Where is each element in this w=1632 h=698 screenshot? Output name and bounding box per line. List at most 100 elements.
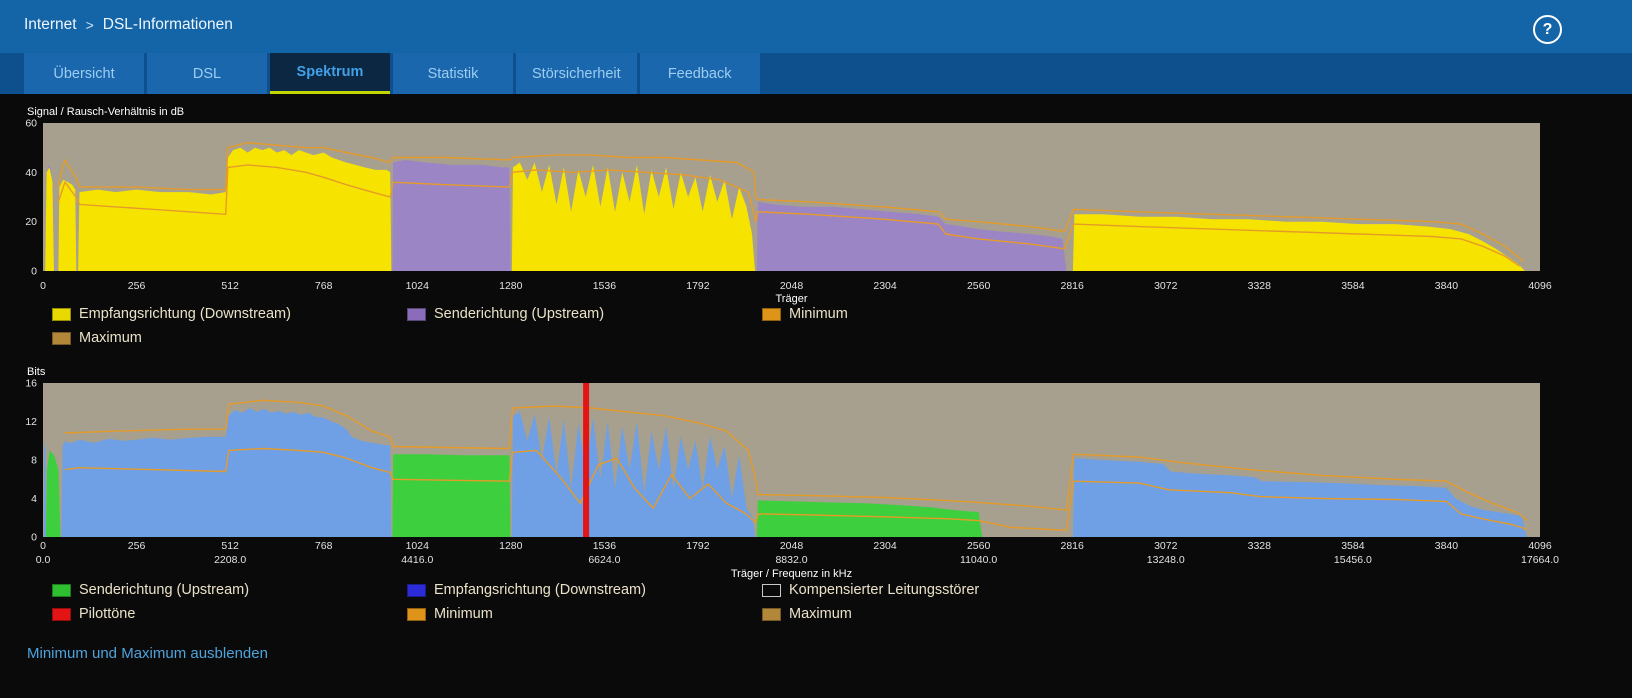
y-axis-tick-label: 12 [25,416,37,428]
x-axis-tick-label: 1536 [593,540,617,552]
y-axis-tick-label: 40 [25,167,37,179]
legend-swatch [407,607,426,621]
help-button[interactable]: ? [1533,15,1562,44]
legend-swatch [407,583,426,597]
y-axis-tick-label: 4 [31,493,37,505]
legend-item-minimum: Minimum [762,306,1192,322]
x-axis-tick-label: 3840 [1435,280,1459,292]
legend-swatch [52,307,71,321]
legend-swatch [52,583,71,597]
snr-chart: 0 20 40 60 0 256 512 768 1024 1280 1536 1792 2048 230… [25,118,1552,305]
x-axis-tick-label: 3840 [1435,540,1459,552]
x-axis-tick-label: 1280 [499,540,523,552]
breadcrumb-item-internet[interactable]: Internet [24,16,77,33]
breadcrumb-current-page: DSL-Informationen [102,16,233,33]
legend-item-empfangsrichtung-downstream-: Empfangsrichtung (Downstream) [52,306,407,322]
y-axis-tick-label: 0 [31,266,37,278]
x-axis-frequency-label: 17664.0 [1521,554,1559,566]
y-axis-tick-label: 8 [31,455,37,467]
x-axis-tick-label: 1024 [406,280,430,292]
x-axis-tick-label: 768 [315,280,333,292]
tab-spektrum[interactable]: Spektrum [270,53,390,94]
legend-item-pilottone: Pilottöne [52,606,407,622]
x-axis-tick-label: 1536 [593,280,617,292]
tab-statistik[interactable]: Statistik [393,53,513,94]
x-axis-tick-label: 3328 [1248,540,1272,552]
tab-ubersicht[interactable]: Übersicht [24,53,144,94]
x-axis-tick-label: 2048 [780,540,804,552]
tab-feedback[interactable]: Feedback [639,53,760,94]
chevron-right-icon: > [85,17,94,33]
legend-label: Empfangsrichtung (Downstream) [79,306,291,322]
x-axis-tick-label: 512 [221,540,239,552]
area-series-senderichtung-upstream- [756,201,1067,271]
x-axis-tick-label: 3072 [1154,540,1178,552]
x-axis-tick-label: 2816 [1061,280,1085,292]
legend-item-senderichtung-upstream-: Senderichtung (Upstream) [407,306,762,322]
x-axis-tick-label: 4096 [1528,540,1552,552]
bits-chart-title: Bits [27,366,46,378]
y-axis-tick-label: 60 [25,118,37,130]
x-axis-title: Träger / Frequenz in kHz [731,568,852,580]
y-axis-tick-label: 20 [25,216,37,228]
legend-swatch [762,583,781,597]
x-axis-tick-label: 1792 [686,280,710,292]
area-series-senderichtung-upstream- [45,450,61,537]
x-axis-tick-label: 768 [315,540,333,552]
legend-item-maximum: Maximum [762,606,1192,622]
x-axis-frequency-label: 6624.0 [588,554,620,566]
tab-storsicherheit[interactable]: Störsicherheit [516,53,637,94]
x-axis-tick-label: 2560 [967,540,991,552]
x-axis-frequency-label: 11040.0 [960,554,997,566]
x-axis-tick-label: 2816 [1061,540,1085,552]
legend-label: Maximum [79,330,142,346]
area-series-empfangsrichtung-downstream- [511,411,755,537]
x-axis-tick-label: 256 [128,280,146,292]
x-axis-tick-label: 3328 [1248,280,1272,292]
header-bar: Internet > DSL-Informationen ? [0,0,1632,53]
x-axis-tick-label: 1024 [406,540,430,552]
hide-minmax-link[interactable]: Minimum und Maximum ausblenden [27,645,268,662]
x-axis-tick-label: 2304 [873,280,897,292]
x-axis-tick-label: 2048 [780,280,804,292]
legend-label: Empfangsrichtung (Downstream) [434,582,646,598]
x-axis-frequency-label: 0.0 [36,554,51,566]
area-series-empfangsrichtung-downstream- [64,408,392,537]
tab-bar: Übersicht DSL Spektrum Statistik Störsicherh… [0,53,1632,94]
x-axis-tick-label: 2304 [873,540,897,552]
area-series-senderichtung-upstream- [392,160,511,271]
line-series-minimum [64,447,1528,532]
area-series-empfangsrichtung-downstream- [45,167,54,271]
area-series-senderichtung-upstream- [756,500,983,537]
legend-item-empfangsrichtung-downstream-: Empfangsrichtung (Downstream) [407,582,762,598]
legend-swatch [52,331,71,345]
x-axis-tick-label: 3072 [1154,280,1178,292]
tab-dsl[interactable]: DSL [147,53,267,94]
area-series-empfangsrichtung-downstream- [43,440,46,537]
breadcrumb: Internet > DSL-Informationen [24,16,233,34]
legend-item-maximum: Maximum [52,330,407,346]
legend-item-kompensierter-leitungsstorer: Kompensierter Leitungsstörer [762,582,1192,598]
x-axis-tick-label: 0 [40,540,46,552]
x-axis-tick-label: 2560 [967,280,991,292]
x-axis-title: Träger [776,293,808,305]
area-series-empfangsrichtung-downstream- [511,162,755,271]
area-series-empfangsrichtung-downstream- [58,179,77,271]
line-series-maximum [56,142,1524,262]
line-series-minimum [57,164,1520,267]
snr-chart-legend: Empfangsrichtung (Downstream) Senderichtu… [52,306,1192,346]
area-series-empfangsrichtung-downstream- [78,147,392,271]
x-axis-frequency-label: 13248.0 [1147,554,1185,566]
legend-label: Minimum [789,306,848,322]
legend-label: Kompensierter Leitungsstörer [789,582,980,598]
x-axis-frequency-label: 4416.0 [401,554,433,566]
legend-label: Senderichtung (Upstream) [79,582,250,598]
area-series-senderichtung-upstream- [392,454,511,537]
x-axis-frequency-label: 2208.0 [214,554,246,566]
bits-chart-legend: Senderichtung (Upstream) Empfangsrichtung… [52,582,1192,622]
legend-label: Senderichtung (Upstream) [434,306,605,322]
legend-swatch [762,307,781,321]
line-series-maximum [64,399,1528,521]
legend-swatch [52,607,71,621]
